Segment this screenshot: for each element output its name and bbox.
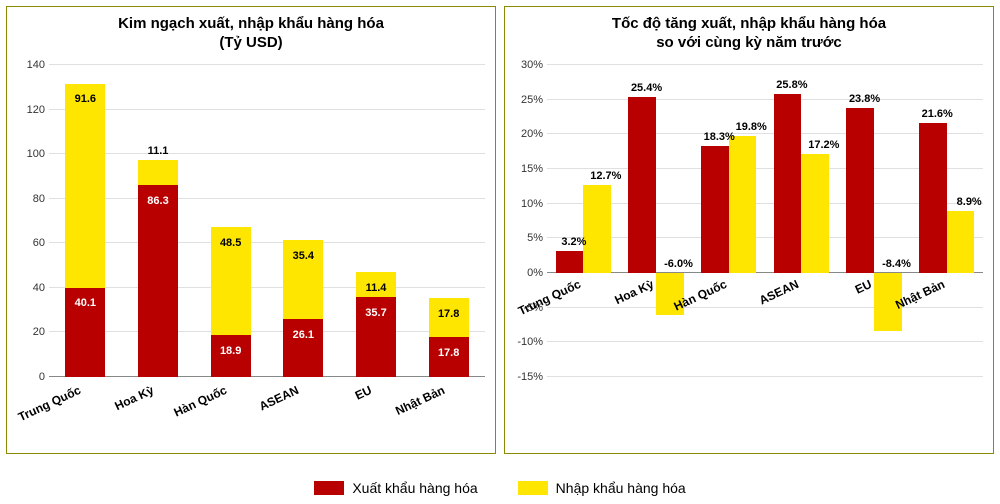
left-plot-area: 02040608010012014040.191.6Trung Quốc86.3… bbox=[49, 65, 485, 377]
bar-export bbox=[556, 251, 584, 273]
x-category-label: ASEAN bbox=[757, 277, 801, 307]
x-category-label: Trung Quốc bbox=[16, 383, 83, 424]
gridline bbox=[547, 133, 983, 134]
ytick-label: 0% bbox=[507, 267, 543, 279]
bar-export bbox=[283, 319, 323, 377]
gridline bbox=[49, 109, 485, 110]
ytick-label: 25% bbox=[507, 94, 543, 106]
legend-import-label: Nhập khẩu hàng hóa bbox=[556, 480, 686, 496]
legend-import-swatch bbox=[518, 481, 548, 495]
ytick-label: 0 bbox=[9, 371, 45, 383]
x-category-label: Hàn Quốc bbox=[171, 383, 228, 420]
bar-import-value: 8.9% bbox=[938, 196, 1000, 208]
bar-export bbox=[628, 97, 656, 273]
gridline bbox=[49, 64, 485, 65]
bar-export-value: 40.1 bbox=[65, 297, 105, 309]
bar-export-value: 23.8% bbox=[838, 93, 892, 105]
gridline bbox=[49, 242, 485, 243]
left-title-line1: Kim ngạch xuất, nhập khẩu hàng hóa bbox=[118, 15, 384, 32]
gridline bbox=[49, 331, 485, 332]
gridline bbox=[547, 99, 983, 100]
ytick-label: -10% bbox=[507, 336, 543, 348]
bar-import bbox=[947, 211, 975, 273]
bar-export-value: 86.3 bbox=[138, 195, 178, 207]
bar-export-value: 18.9 bbox=[211, 345, 251, 357]
bar-export bbox=[846, 108, 874, 273]
bar-export bbox=[701, 146, 729, 273]
ytick-label: 140 bbox=[9, 59, 45, 71]
ytick-label: 20 bbox=[9, 326, 45, 338]
legend-export-label: Xuất khẩu hàng hóa bbox=[352, 480, 477, 496]
bar-import bbox=[729, 136, 757, 273]
bar-import-value: 35.4 bbox=[283, 250, 323, 262]
bar-import-value: 11.1 bbox=[138, 145, 178, 157]
bar-export-value: 21.6% bbox=[910, 108, 964, 120]
x-category-label: Trung Quốc bbox=[516, 277, 583, 318]
bar-import-value: 91.6 bbox=[65, 93, 105, 105]
gridline bbox=[49, 198, 485, 199]
right-title-line1: Tốc độ tăng xuất, nhập khẩu hàng hóa bbox=[612, 15, 886, 32]
bar-import-value: 11.4 bbox=[356, 282, 396, 294]
bar-export-value: 35.7 bbox=[356, 307, 396, 319]
x-category-label: Hoa Kỳ bbox=[613, 277, 656, 307]
ytick-label: 40 bbox=[9, 282, 45, 294]
bar-export bbox=[774, 94, 802, 273]
right-plot-area: -15%-10%-5%0%5%10%15%20%25%30%3.2%12.7%T… bbox=[547, 65, 983, 377]
bar-export-value: 26.1 bbox=[283, 329, 323, 341]
gridline bbox=[547, 237, 983, 238]
left-title-line2: (Tỷ USD) bbox=[219, 34, 282, 51]
bar-export-value: 17.8 bbox=[429, 347, 469, 359]
bar-export bbox=[138, 185, 178, 377]
right-chart-title: Tốc độ tăng xuất, nhập khẩu hàng hóa so … bbox=[505, 7, 993, 55]
left-chart-panel: Kim ngạch xuất, nhập khẩu hàng hóa (Tỷ U… bbox=[6, 6, 496, 454]
bar-import-value: 48.5 bbox=[211, 237, 251, 249]
ytick-label: 80 bbox=[9, 193, 45, 205]
right-title-line2: so với cùng kỳ năm trước bbox=[656, 34, 842, 51]
left-chart-title: Kim ngạch xuất, nhập khẩu hàng hóa (Tỷ U… bbox=[7, 7, 495, 55]
right-chart-panel: Tốc độ tăng xuất, nhập khẩu hàng hóa so … bbox=[504, 6, 994, 454]
x-category-label: EU bbox=[853, 277, 874, 297]
bar-import bbox=[583, 185, 611, 273]
gridline bbox=[547, 307, 983, 308]
bar-import bbox=[138, 160, 178, 185]
ytick-label: 5% bbox=[507, 232, 543, 244]
ytick-label: 30% bbox=[507, 59, 543, 71]
x-category-label: Nhật Bản bbox=[393, 383, 447, 418]
ytick-label: 120 bbox=[9, 104, 45, 116]
ytick-label: 60 bbox=[9, 237, 45, 249]
x-category-label: Hoa Kỳ bbox=[113, 383, 156, 413]
ytick-label: -15% bbox=[507, 371, 543, 383]
gridline bbox=[547, 341, 983, 342]
gridline bbox=[49, 376, 485, 377]
legend-export: Xuất khẩu hàng hóa bbox=[314, 480, 477, 496]
legend: Xuất khẩu hàng hóa Nhập khẩu hàng hóa bbox=[0, 480, 1000, 496]
bar-export-value: 18.3% bbox=[692, 131, 746, 143]
gridline bbox=[49, 287, 485, 288]
x-category-label: ASEAN bbox=[257, 383, 301, 413]
ytick-label: 20% bbox=[507, 128, 543, 140]
bar-export-value: 25.8% bbox=[765, 79, 819, 91]
gridline bbox=[547, 203, 983, 204]
gridline bbox=[547, 64, 983, 65]
ytick-label: 15% bbox=[507, 163, 543, 175]
bar-import bbox=[801, 154, 829, 273]
bar-import-value: 17.8 bbox=[429, 308, 469, 320]
legend-import: Nhập khẩu hàng hóa bbox=[518, 480, 686, 496]
gridline bbox=[49, 153, 485, 154]
bar-export-value: 3.2% bbox=[547, 236, 601, 248]
bar-export-value: 25.4% bbox=[620, 82, 674, 94]
ytick-label: 10% bbox=[507, 198, 543, 210]
x-category-label: EU bbox=[353, 383, 374, 403]
charts-container: Kim ngạch xuất, nhập khẩu hàng hóa (Tỷ U… bbox=[0, 0, 1000, 454]
gridline bbox=[547, 272, 983, 273]
gridline bbox=[547, 376, 983, 377]
bar-import bbox=[65, 84, 105, 288]
legend-export-swatch bbox=[314, 481, 344, 495]
ytick-label: 100 bbox=[9, 148, 45, 160]
